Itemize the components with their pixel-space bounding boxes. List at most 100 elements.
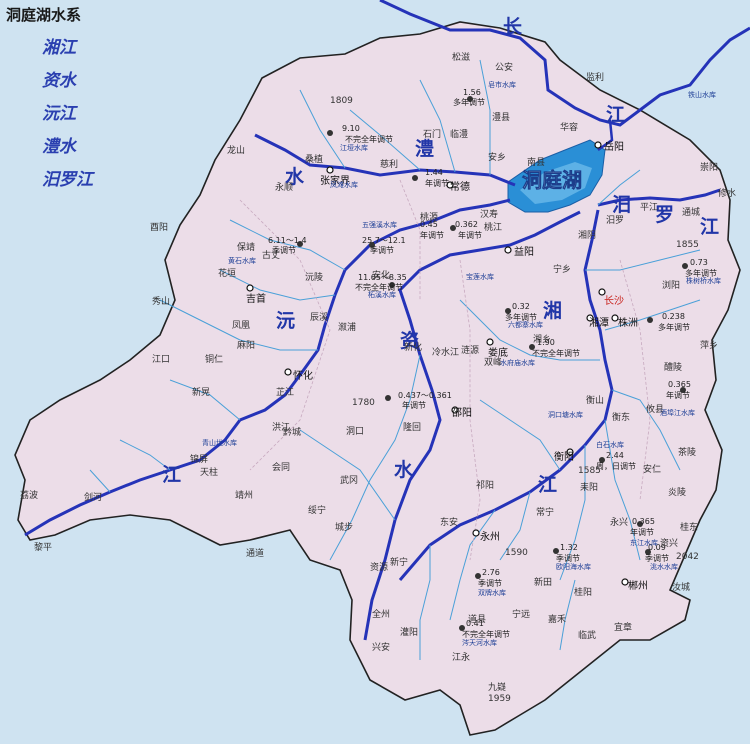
city-xiangtan: 湘潭 xyxy=(589,318,609,329)
town-label: 萍乡 xyxy=(700,341,719,351)
station-value: 1.56 xyxy=(463,88,481,97)
elevation-label: 1959 xyxy=(488,694,511,704)
station-value: 0.362 xyxy=(455,220,478,229)
town-label: 华容 xyxy=(560,123,579,133)
reservoir-label: 洞口塘水库 xyxy=(548,411,583,419)
station-value: 1.44 xyxy=(425,168,443,177)
reservoir-label: 洮水水库 xyxy=(650,563,678,571)
town-label: 绥宁 xyxy=(308,506,327,516)
reservoir-label: 凤滩水库 xyxy=(330,181,358,189)
station-value: 25.7～12.1 xyxy=(362,236,406,245)
town-label: 汝城 xyxy=(672,583,691,593)
legend: 洞庭湖水系 湘江 资水 沅江 澧水 汨罗江 xyxy=(6,4,93,190)
town-label: 崇阳 xyxy=(700,163,719,173)
city-chenzhou: 郴州 xyxy=(628,581,648,592)
town-label: 靖州 xyxy=(235,491,254,501)
label-li2: 水 xyxy=(285,166,305,188)
city-loudi: 娄底 xyxy=(488,348,508,359)
reservoir-label: 皂市水库 xyxy=(488,81,516,89)
town-label: 安仁 xyxy=(643,465,662,475)
station-value: 1.32 xyxy=(560,543,578,552)
town-label: 桂阳 xyxy=(574,588,593,598)
town-label: 通道 xyxy=(246,549,265,559)
station-type: 多年调节 xyxy=(685,269,717,278)
station-value: 0.32 xyxy=(512,302,530,311)
town-label: 龙山 xyxy=(227,146,246,156)
town-label: 道县 xyxy=(468,615,487,625)
elevation-label: 2042 xyxy=(676,552,699,562)
town-label: 双峰 xyxy=(484,358,503,368)
elevation-label: 1590 xyxy=(505,548,528,558)
town-label: 桑植 xyxy=(305,155,324,165)
station-type: 季调节 xyxy=(645,554,669,563)
station-markers xyxy=(297,96,688,631)
city-zhuzhou: 株洲 xyxy=(618,318,638,329)
station-type: 周，日调节 xyxy=(596,462,636,471)
yangtze-river xyxy=(379,0,750,127)
town-label: 耒阳 xyxy=(580,483,599,493)
station-value: 0.437～0.361 xyxy=(398,391,452,400)
town-label: 东安 xyxy=(440,518,459,528)
town-label: 溆浦 xyxy=(338,323,357,333)
miluojiang-river xyxy=(597,188,721,207)
label-miluo3: 江 xyxy=(700,216,720,238)
town-label: 南县 xyxy=(527,158,546,168)
label-zi2: 水 xyxy=(394,459,414,481)
reservoir-label: 黄石水库 xyxy=(228,257,256,265)
label-miluo1: 汨 xyxy=(612,194,632,216)
label-dongting-lake: 洞庭湖 xyxy=(522,168,583,193)
city-zhangjiajie: 张家界 xyxy=(320,176,350,187)
station-value: 6.11～1.4 xyxy=(268,236,307,245)
city-yiyang: 益阳 xyxy=(514,247,534,258)
station-value: 2.76 xyxy=(482,568,500,577)
town-label: 临澧 xyxy=(450,130,469,140)
town-label: 宁远 xyxy=(512,610,531,620)
station-value: 9.10 xyxy=(342,124,360,133)
town-label: 慈利 xyxy=(380,160,399,170)
minor-rivers xyxy=(89,59,701,660)
reservoir-label: 涔天河水库 xyxy=(462,639,497,647)
reservoir-label: 水府庙水库 xyxy=(500,359,535,367)
reservoir-label: 铁山水库 xyxy=(688,91,716,99)
town-label: 宜章 xyxy=(614,623,633,633)
town-label: 隆回 xyxy=(403,423,422,433)
town-label: 汨罗 xyxy=(606,216,625,226)
city-shaoyang: 邵阳 xyxy=(452,408,472,419)
town-label: 茶陵 xyxy=(678,448,697,458)
station-value: 1.90 xyxy=(537,338,555,347)
town-label: 灌阳 xyxy=(400,628,419,638)
zishui-river xyxy=(363,210,581,641)
town-label: 秀山 xyxy=(152,297,171,307)
reservoir-label: 东江水库 xyxy=(630,539,658,547)
town-label: 醴陵 xyxy=(664,363,683,373)
town-label: 江永 xyxy=(452,653,471,663)
reservoir-label: 宝莲水库 xyxy=(466,273,494,281)
town-label: 天柱 xyxy=(200,468,219,478)
yuanjiang-river xyxy=(24,198,511,537)
label-miluo2: 罗 xyxy=(655,204,675,226)
reservoir-label: 江垭水库 xyxy=(340,144,368,152)
town-label: 保靖 xyxy=(237,243,256,253)
town-label: 松滋 xyxy=(452,53,471,63)
town-label: 通城 xyxy=(682,208,701,218)
town-label: 祁阳 xyxy=(476,481,495,491)
town-label: 平江 xyxy=(640,203,659,213)
station-type: 多年调节 xyxy=(453,98,485,107)
label-jiang-top: 江 xyxy=(606,104,626,126)
town-label: 芷江 xyxy=(276,388,295,398)
station-type: 年调节 xyxy=(630,528,654,537)
town-label: 黎平 xyxy=(34,543,53,553)
town-label: 衡山 xyxy=(586,396,605,406)
reservoir-label: 双牌水库 xyxy=(478,589,506,597)
station-type: 不完全年调节 xyxy=(355,283,403,292)
station-value: 2.44 xyxy=(606,451,624,460)
legend-item-lishui: 澧水 xyxy=(42,137,76,157)
elevation-label: 1855 xyxy=(676,240,699,250)
station-value: 0.238 xyxy=(662,312,685,321)
station-value: 0.73 xyxy=(690,258,708,267)
city-jishou: 吉首 xyxy=(246,294,266,305)
town-label: 江口 xyxy=(152,355,171,365)
city-yongzhou: 永州 xyxy=(480,532,500,543)
town-label: 涟源 xyxy=(461,346,480,356)
